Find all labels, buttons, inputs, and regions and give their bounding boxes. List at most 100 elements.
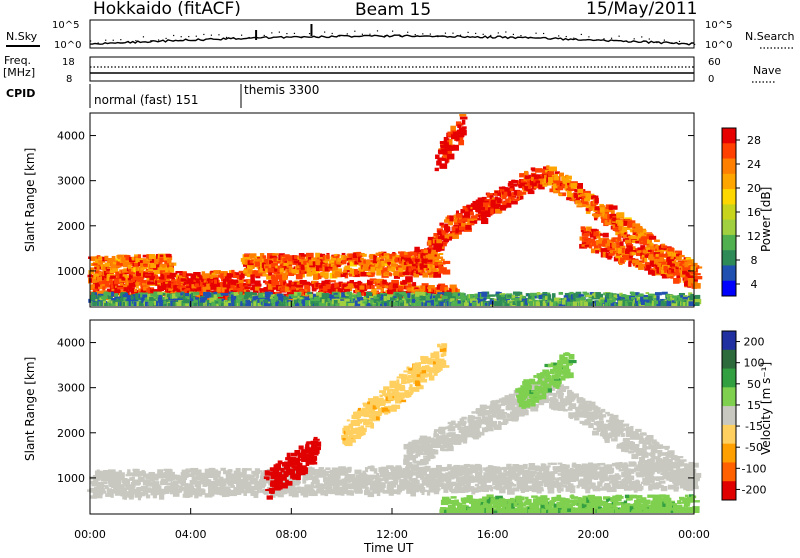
power-echoes-band-8-cell [636, 262, 643, 265]
power-echoes-band-8-cell [593, 231, 599, 236]
nsearch-dot [483, 34, 484, 35]
power-echoes-band-9-cell [445, 159, 449, 163]
power-echoes-band-7-cell [576, 205, 582, 207]
power-echoes-band-8-cell [672, 266, 675, 268]
power-echoes-band-0-cell [169, 268, 174, 273]
power-echoes-band-9-cell [455, 135, 460, 139]
power-echoes-band-3-cell [385, 285, 389, 288]
power-echoes-band-8-cell [688, 282, 692, 286]
power-echoes-band-10-cell [559, 292, 563, 295]
power-echoes-band-6-cell [525, 175, 530, 179]
power-echoes-band-7-cell [679, 255, 684, 257]
power-echoes-band-6-cell [465, 225, 471, 230]
power-echoes-band-4-cell [387, 268, 391, 271]
power-echoes-band-2-cell [307, 287, 310, 292]
power-echoes-band-7-cell [650, 243, 653, 246]
power-echoes-band-4-cell [324, 272, 329, 278]
nsearch-dot [279, 32, 280, 33]
power-echoes-band-1-cell [175, 271, 182, 273]
power-echoes-band-5-cell [405, 276, 413, 282]
power-echoes-band-4-cell [276, 274, 283, 279]
nsearch-dot [505, 31, 506, 32]
power-echoes-band-7-cell [627, 223, 632, 228]
power-echoes-band-10-cell [548, 294, 552, 300]
power-echoes-band-4-cell [278, 266, 283, 269]
power-echoes-band-8-cell [585, 245, 590, 247]
power-echoes-band-2-cell [291, 286, 295, 289]
nsearch-dot [286, 33, 287, 34]
power-echoes-band-7-cell [553, 176, 559, 180]
power-echoes-band-10-cell [357, 292, 361, 297]
power-echoes-band-5-cell [428, 254, 435, 260]
power-echoes-band-10-cell [220, 293, 228, 296]
power-echoes-band-10-cell [501, 295, 505, 297]
power-echoes-band-3-cell [422, 286, 425, 292]
nsearch-dot [543, 33, 544, 34]
power-echoes-band-0-cell [140, 268, 143, 271]
power-echoes-band-8-cell [695, 276, 703, 279]
nsearch-dot [173, 35, 174, 36]
power-echoes-band-6-cell [511, 197, 514, 200]
power-echoes-band-10-cell [427, 303, 431, 306]
power-echoes-band-4-cell [354, 269, 358, 275]
power-echoes-band-4-cell [422, 273, 428, 278]
power-echoes-band-2-cell [334, 282, 338, 287]
power-echoes-band-0-cell [97, 266, 100, 271]
power-echoes-band-2-cell [227, 280, 230, 286]
nsearch-dot [166, 38, 167, 39]
nsearch-tick-top: 10^5 [705, 20, 732, 31]
power-echoes-band-9-cell [440, 141, 444, 144]
power-echoes-band-2-cell [186, 288, 190, 291]
nsearch-dot [354, 31, 355, 32]
power-echoes-band-10-cell [234, 292, 239, 295]
power-echoes-band-4-cell [315, 253, 320, 258]
power-echoes-band-6-cell [508, 181, 511, 185]
power-echoes-band-7-cell [558, 193, 562, 195]
power-echoes-band-8-cell [611, 239, 615, 241]
power-echoes-band-10-cell [599, 303, 602, 306]
power-echoes-band-7-cell [594, 206, 599, 210]
power-echoes-band-4-cell [296, 274, 303, 279]
power-echoes-band-10-cell [695, 302, 700, 306]
power-echoes-band-10-cell [612, 297, 615, 301]
power-echoes-band-4-cell [262, 255, 266, 258]
power-echoes-band-10-cell [643, 297, 648, 300]
nsearch-dot [105, 40, 106, 41]
power-echoes-band-1-cell [123, 287, 128, 291]
nsearch-dot [181, 36, 182, 37]
power-echoes-band-8-cell [616, 254, 620, 256]
power-echoes-band-1-cell [179, 275, 182, 279]
nsearch-dot [634, 38, 635, 39]
power-echoes-band-8-cell [632, 252, 636, 255]
power-echoes-band-10-cell [460, 293, 465, 298]
nsearch-dot [324, 31, 325, 32]
power-echoes-band-5-cell [418, 270, 421, 273]
power-echoes-band-9-cell [457, 124, 461, 128]
power-echoes-band-7-cell [654, 240, 660, 243]
cpid-segment-1: normal (fast) 151 [94, 93, 198, 107]
power-echoes-band-1-cell [142, 283, 145, 286]
power-echoes-band-6-cell [495, 191, 498, 193]
nsearch-dot [271, 32, 272, 33]
power-echoes-band-8-cell [659, 257, 663, 262]
power-echoes-band-1-cell [211, 275, 218, 278]
power-echoes-band-10-cell [487, 294, 495, 296]
nsearch-label: N.Search [745, 30, 795, 43]
nsearch-dot [649, 38, 650, 39]
power-echoes-band-10-cell [150, 302, 153, 304]
power-echoes-band-6-cell [455, 228, 458, 233]
power-echoes-band-6-cell [456, 213, 462, 217]
power-echoes-band-0-cell [166, 254, 172, 257]
power-echoes-band-0-cell [112, 256, 116, 260]
power-echoes-band-3-cell [371, 285, 375, 288]
power-echoes-band-4-cell [360, 258, 364, 261]
nsky-tick-bottom: 10^0 [54, 40, 81, 51]
nsearch-dot [196, 36, 197, 37]
power-echoes-band-4-cell [389, 273, 392, 277]
power-echoes-band-7-cell [571, 183, 578, 188]
power-echoes-band-6-cell [520, 196, 524, 199]
power-echoes-band-8-cell [685, 277, 688, 281]
nsearch-dot [415, 34, 416, 35]
power-echoes-band-10-cell [366, 292, 371, 297]
